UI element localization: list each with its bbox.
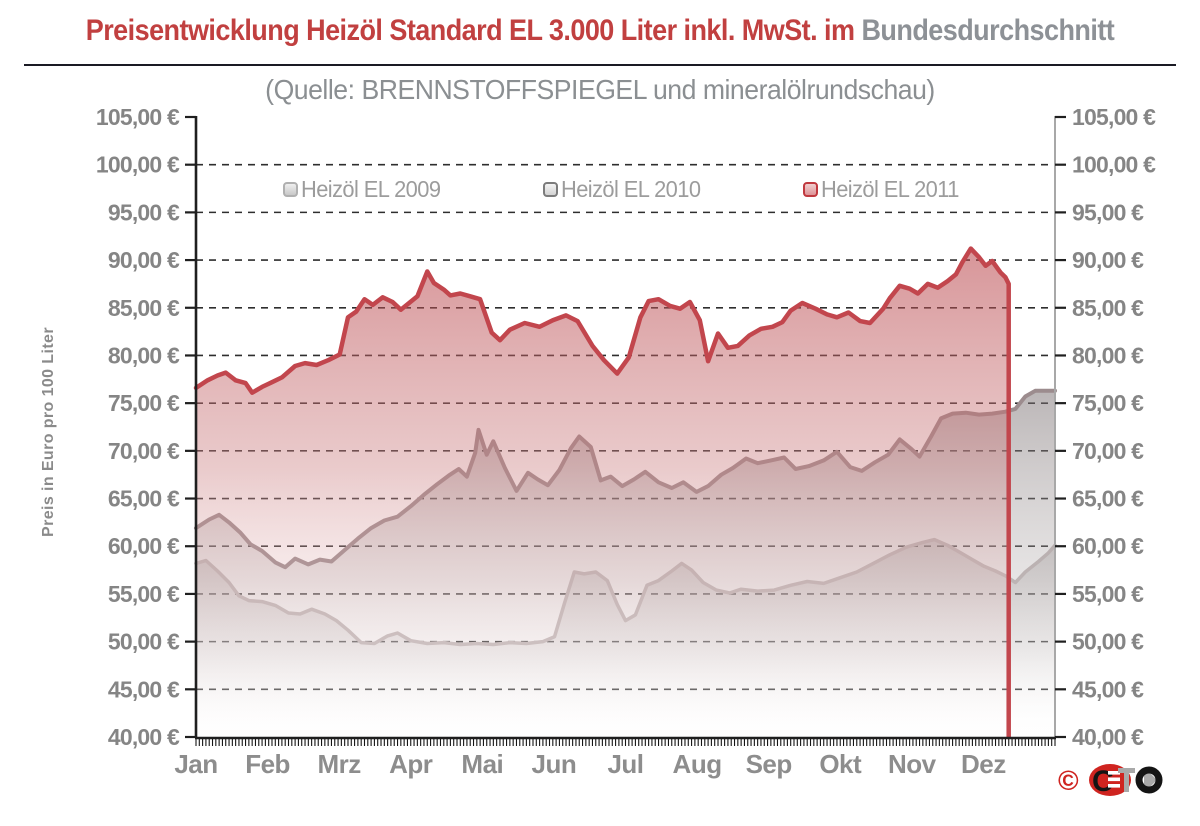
chart-subtitle: (Quelle: BRENNSTOFFSPIEGEL und mineralöl… <box>265 74 935 105</box>
legend-item-2011: Heizöl EL 2011 <box>803 176 966 203</box>
page-title-gray: Bundesdurchschnitt <box>861 14 1115 47</box>
y-tick-label-right: 80,00 € <box>1072 342 1144 368</box>
y-tick-label-right: 65,00 € <box>1072 486 1144 512</box>
y-tick-label-right: 105,00 € <box>1072 104 1156 130</box>
y-tick-label-left: 100,00 € <box>96 152 180 178</box>
y-tick-label-left: 60,00 € <box>108 533 180 559</box>
x-tick-label-okt: Okt <box>819 749 862 779</box>
x-tick-label-dez: Dez <box>961 749 1006 779</box>
x-tick-label-mrz: Mrz <box>318 749 362 779</box>
legend-label-2009: Heizöl EL 2009 <box>301 176 441 202</box>
x-tick-label-mai: Mai <box>461 749 503 779</box>
x-tick-label-jan: Jan <box>174 749 217 779</box>
x-tick-label-jun: Jun <box>532 749 577 779</box>
y-tick-label-right: 100,00 € <box>1072 152 1156 178</box>
y-tick-label-left: 55,00 € <box>108 581 180 607</box>
y-tick-label-left: 90,00 € <box>108 247 180 273</box>
y-tick-label-right: 95,00 € <box>1072 199 1144 225</box>
copyright-icon: © <box>1058 765 1079 796</box>
y-tick-label-right: 75,00 € <box>1072 390 1144 416</box>
ceto-logo: © C <box>1058 764 1163 798</box>
page-title-red: Preisentwicklung Heizöl Standard EL 3.00… <box>85 14 855 47</box>
y-tick-label-right: 70,00 € <box>1072 438 1144 464</box>
y-tick-label-left: 105,00 € <box>96 104 180 130</box>
x-tick-label-apr: Apr <box>389 749 433 779</box>
y-tick-label-right: 55,00 € <box>1072 581 1144 607</box>
ceto-letter-c: C <box>1092 765 1114 798</box>
legend-marker-2011 <box>803 182 818 197</box>
legend-item-2010: Heizöl EL 2010 <box>543 176 708 203</box>
x-tick-label-nov: Nov <box>888 749 937 779</box>
y-tick-label-right: 90,00 € <box>1072 247 1144 273</box>
legend-label-2011: Heizöl EL 2011 <box>821 176 959 202</box>
y-tick-label-left: 45,00 € <box>108 676 180 702</box>
y-tick-label-left: 50,00 € <box>108 629 180 655</box>
ceto-letter-o <box>1135 766 1163 794</box>
x-tick-label-feb: Feb <box>245 749 290 779</box>
y-tick-label-left: 85,00 € <box>108 295 180 321</box>
line-heizöl-el-2011 <box>193 246 1011 740</box>
ceto-letter-t <box>1118 768 1135 792</box>
ceto-letter-e <box>1108 771 1120 788</box>
x-tick-label-jul: Jul <box>607 749 643 779</box>
title-separator <box>24 64 1176 66</box>
y-tick-label-right: 40,00 € <box>1072 724 1144 750</box>
y-tick-label-left: 65,00 € <box>108 486 180 512</box>
y-tick-label-left: 70,00 € <box>108 438 180 464</box>
page-title: Preisentwicklung Heizöl Standard EL 3.00… <box>60 14 1140 48</box>
x-tick-label-aug: Aug <box>673 749 722 779</box>
legend-label-2010: Heizöl EL 2010 <box>561 176 701 202</box>
y-tick-label-right: 85,00 € <box>1072 295 1144 321</box>
y-tick-label-left: 75,00 € <box>108 390 180 416</box>
y-tick-label-left: 40,00 € <box>108 724 180 750</box>
x-tick-label-sep: Sep <box>746 749 792 779</box>
legend-marker-2009 <box>283 182 298 197</box>
y-tick-label-left: 80,00 € <box>108 342 180 368</box>
y-tick-label-left: 95,00 € <box>108 199 180 225</box>
legend-item-2009: Heizöl EL 2009 <box>283 176 448 203</box>
area-heizöl-el-2011 <box>196 248 1009 737</box>
legend-marker-2010 <box>543 182 558 197</box>
y-tick-label-right: 60,00 € <box>1072 533 1144 559</box>
y-tick-label-right: 50,00 € <box>1072 629 1144 655</box>
y-tick-label-right: 45,00 € <box>1072 676 1144 702</box>
